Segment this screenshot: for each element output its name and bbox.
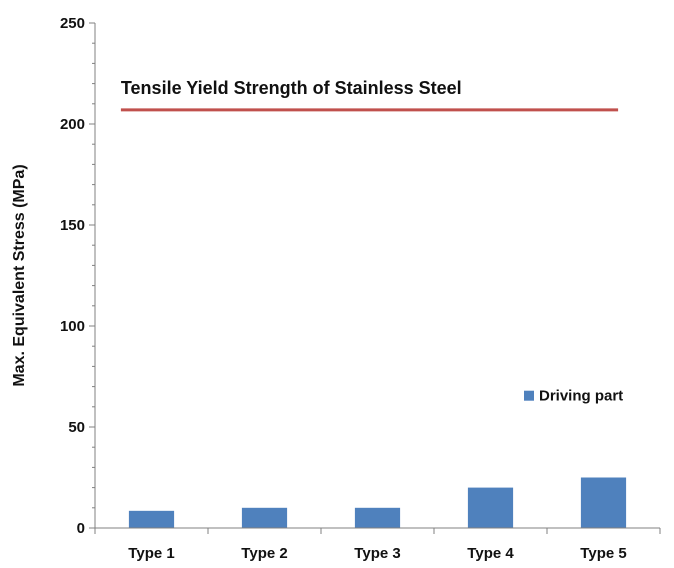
x-tick-label: Type 4 (467, 545, 514, 562)
reference-line-label: Tensile Yield Strength of Stainless Stee… (121, 78, 462, 98)
y-tick-label: 100 (60, 318, 85, 335)
reference-line-group: Tensile Yield Strength of Stainless Stee… (120, 78, 619, 112)
y-tick-label: 200 (60, 116, 85, 133)
x-tick-label: Type 3 (354, 545, 400, 562)
x-axis-ticks: Type 1 Type 2 Type 3 Type 4 Type 5 (94, 528, 661, 562)
bar-type-5 (580, 477, 627, 528)
x-tick-label: Type 2 (241, 545, 287, 562)
y-tick-label: 150 (60, 217, 85, 234)
bar-type-2 (241, 507, 288, 528)
y-tick-label: 0 (77, 520, 85, 537)
legend-label-driving-part: Driving part (539, 388, 623, 405)
y-tick-label: 50 (68, 419, 85, 436)
legend-swatch-driving-part (524, 390, 534, 401)
y-axis-ticks: 0 50 100 150 200 250 (60, 15, 95, 537)
bar-type-1 (128, 510, 175, 528)
bars (128, 477, 627, 528)
x-tick-label: Type 5 (580, 545, 626, 562)
bar-type-4 (467, 487, 514, 528)
bar-type-3 (354, 507, 401, 528)
axes (94, 23, 660, 529)
y-tick-label: 250 (60, 15, 85, 32)
legend: Driving part (524, 388, 623, 405)
y-axis-title: Max. Equivalent Stress (MPa) (11, 164, 28, 386)
x-tick-label: Type 1 (128, 545, 174, 562)
